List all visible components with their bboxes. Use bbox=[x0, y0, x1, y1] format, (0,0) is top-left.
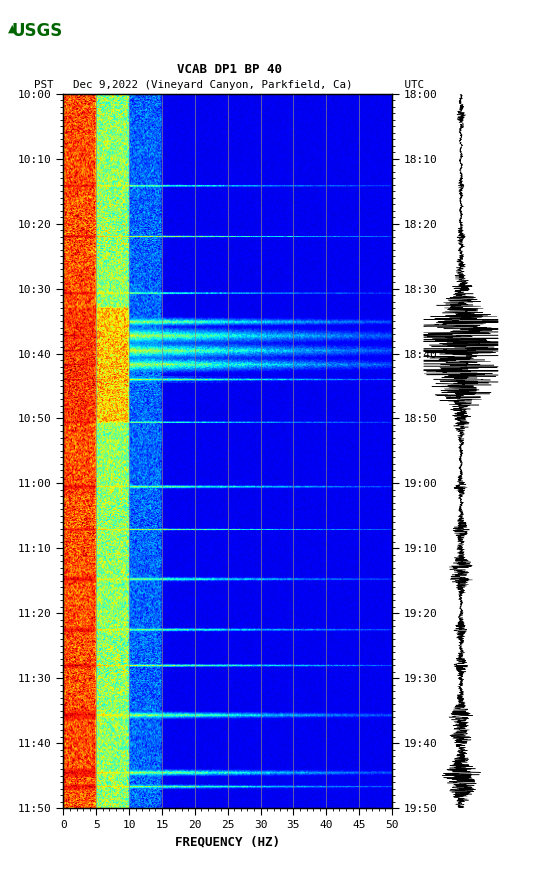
Text: ▲: ▲ bbox=[8, 23, 17, 34]
Text: PST   Dec 9,2022 (Vineyard Canyon, Parkfield, Ca)        UTC: PST Dec 9,2022 (Vineyard Canyon, Parkfie… bbox=[34, 79, 424, 90]
Text: USGS: USGS bbox=[11, 22, 62, 40]
Text: VCAB DP1 BP 40: VCAB DP1 BP 40 bbox=[177, 63, 282, 76]
X-axis label: FREQUENCY (HZ): FREQUENCY (HZ) bbox=[175, 836, 280, 848]
